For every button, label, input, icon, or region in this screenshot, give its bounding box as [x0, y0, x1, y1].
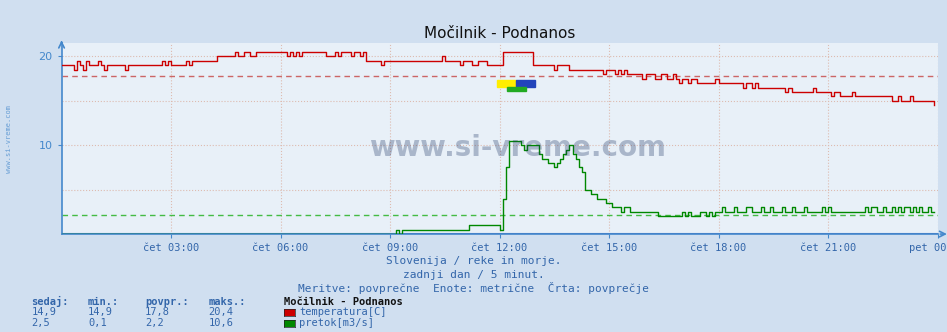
Text: 17,8: 17,8: [145, 307, 170, 317]
Bar: [516, 79, 535, 87]
Text: maks.:: maks.:: [208, 297, 246, 307]
Text: zadnji dan / 5 minut.: zadnji dan / 5 minut.: [402, 270, 545, 280]
Text: 2,5: 2,5: [31, 318, 50, 328]
Text: temperatura[C]: temperatura[C]: [299, 307, 386, 317]
Text: 10,6: 10,6: [208, 318, 233, 328]
Text: min.:: min.:: [88, 297, 119, 307]
Text: www.si-vreme.com: www.si-vreme.com: [7, 106, 12, 173]
Text: pretok[m3/s]: pretok[m3/s]: [299, 318, 374, 328]
Text: 20,4: 20,4: [208, 307, 233, 317]
Text: 14,9: 14,9: [88, 307, 113, 317]
Text: 0,1: 0,1: [88, 318, 107, 328]
Text: Močilnik - Podnanos: Močilnik - Podnanos: [284, 297, 402, 307]
Text: Meritve: povprečne  Enote: metrične  Črta: povprečje: Meritve: povprečne Enote: metrične Črta:…: [298, 282, 649, 294]
Text: 2,2: 2,2: [145, 318, 164, 328]
Title: Močilnik - Podnanos: Močilnik - Podnanos: [424, 26, 575, 41]
Text: povpr.:: povpr.:: [145, 297, 188, 307]
Text: Slovenija / reke in morje.: Slovenija / reke in morje.: [385, 256, 562, 266]
Text: sedaj:: sedaj:: [31, 296, 69, 307]
Text: www.si-vreme.com: www.si-vreme.com: [368, 134, 666, 162]
Bar: [507, 87, 526, 91]
Bar: [497, 79, 516, 87]
Text: 14,9: 14,9: [31, 307, 56, 317]
